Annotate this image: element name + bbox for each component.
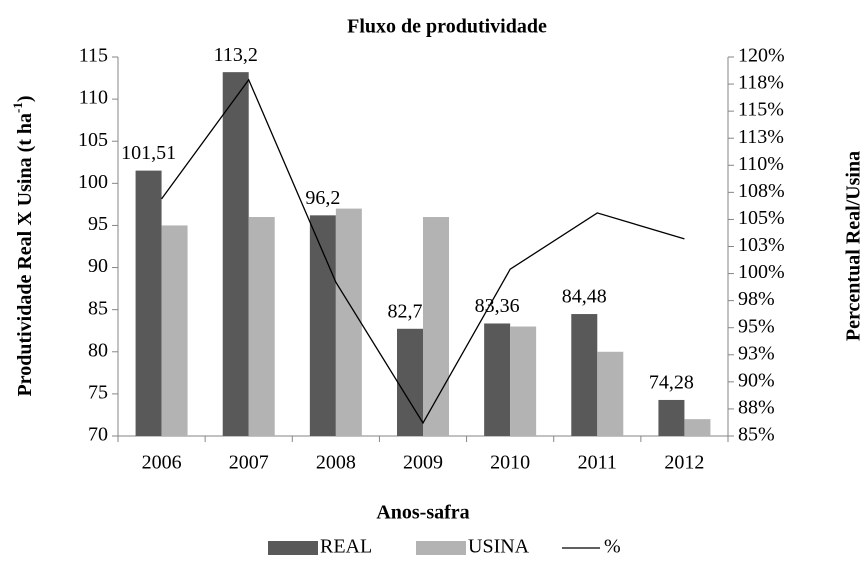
legend-label: USINA: [468, 536, 530, 558]
y-tick-label: 75: [88, 381, 108, 403]
bar: [658, 399, 685, 436]
x-axis-label: Anos-safra: [376, 502, 469, 524]
x-tick-label: 2011: [578, 452, 617, 474]
data-label: 101,51: [121, 142, 176, 164]
x-tick-label: 2010: [490, 452, 530, 474]
y2-tick-label: 113%: [738, 126, 784, 148]
legend-label: REAL: [320, 536, 372, 558]
y-tick-label: 85: [88, 297, 108, 319]
data-label: 113,2: [214, 44, 258, 66]
x-tick-label: 2006: [142, 452, 182, 474]
y-label-sup: -1: [10, 102, 25, 113]
y-tick-label: 115: [79, 45, 108, 67]
data-label: 83,36: [475, 295, 520, 317]
bar: [309, 215, 336, 436]
bar: [597, 351, 624, 436]
y2-tick-label: 100%: [738, 261, 785, 283]
bar: [397, 328, 423, 436]
y-tick-label: 110: [79, 87, 108, 109]
legend-label: %: [604, 536, 621, 558]
y2-tick-label: 98%: [738, 288, 775, 310]
y-label-end: ): [14, 95, 36, 102]
y2-tick-label: 110%: [738, 153, 784, 175]
data-label: 74,28: [649, 372, 694, 394]
bar: [335, 208, 362, 436]
y2-tick-label: 115%: [738, 99, 784, 121]
data-label: 84,48: [562, 286, 607, 308]
y2-tick-label: 85%: [738, 424, 775, 446]
line: [161, 78, 685, 425]
data-label: 82,73: [388, 300, 433, 322]
x-tick-label: 2008: [316, 452, 356, 474]
y2-tick-label: 90%: [738, 369, 775, 391]
legend-swatch: [268, 541, 318, 555]
bar: [161, 225, 188, 436]
y-tick-label: 90: [88, 255, 108, 277]
x-tick-label: 2009: [403, 452, 443, 474]
y2-axis-label: Percentual Real/Usina: [843, 151, 865, 341]
y2-tick-label: 103%: [738, 234, 785, 256]
y-tick-label: 100: [78, 171, 108, 193]
bar: [484, 323, 511, 436]
x-tick-label: 2012: [664, 452, 704, 474]
chart-title: Fluxo de produtividade: [347, 16, 547, 38]
y2-tick-label: 118%: [738, 72, 784, 94]
y-axis-label: Produtividade Real X Usina (t ha-1): [10, 95, 36, 396]
y-label-main: Produtividade Real X Usina (t ha: [14, 113, 36, 397]
y2-tick-label: 88%: [738, 397, 775, 419]
bar: [423, 217, 449, 436]
bar: [248, 217, 275, 436]
y-tick-label: 105: [78, 129, 108, 151]
data-label: 96,2: [305, 187, 340, 209]
y2-tick-label: 120%: [738, 45, 785, 67]
x-tick-label: 2007: [229, 452, 269, 474]
bar: [222, 72, 249, 436]
bar: [571, 314, 598, 436]
bar: [135, 170, 162, 436]
y2-tick-label: 105%: [738, 207, 785, 229]
y-tick-label: 70: [88, 424, 108, 446]
bar: [684, 419, 711, 436]
bar: [510, 326, 537, 436]
y2-tick-label: 108%: [738, 180, 785, 202]
y2-tick-label: 93%: [738, 342, 775, 364]
y-tick-label: 80: [88, 339, 108, 361]
y-tick-label: 95: [88, 213, 108, 235]
legend-swatch: [416, 541, 466, 555]
y2-tick-label: 95%: [738, 315, 775, 337]
